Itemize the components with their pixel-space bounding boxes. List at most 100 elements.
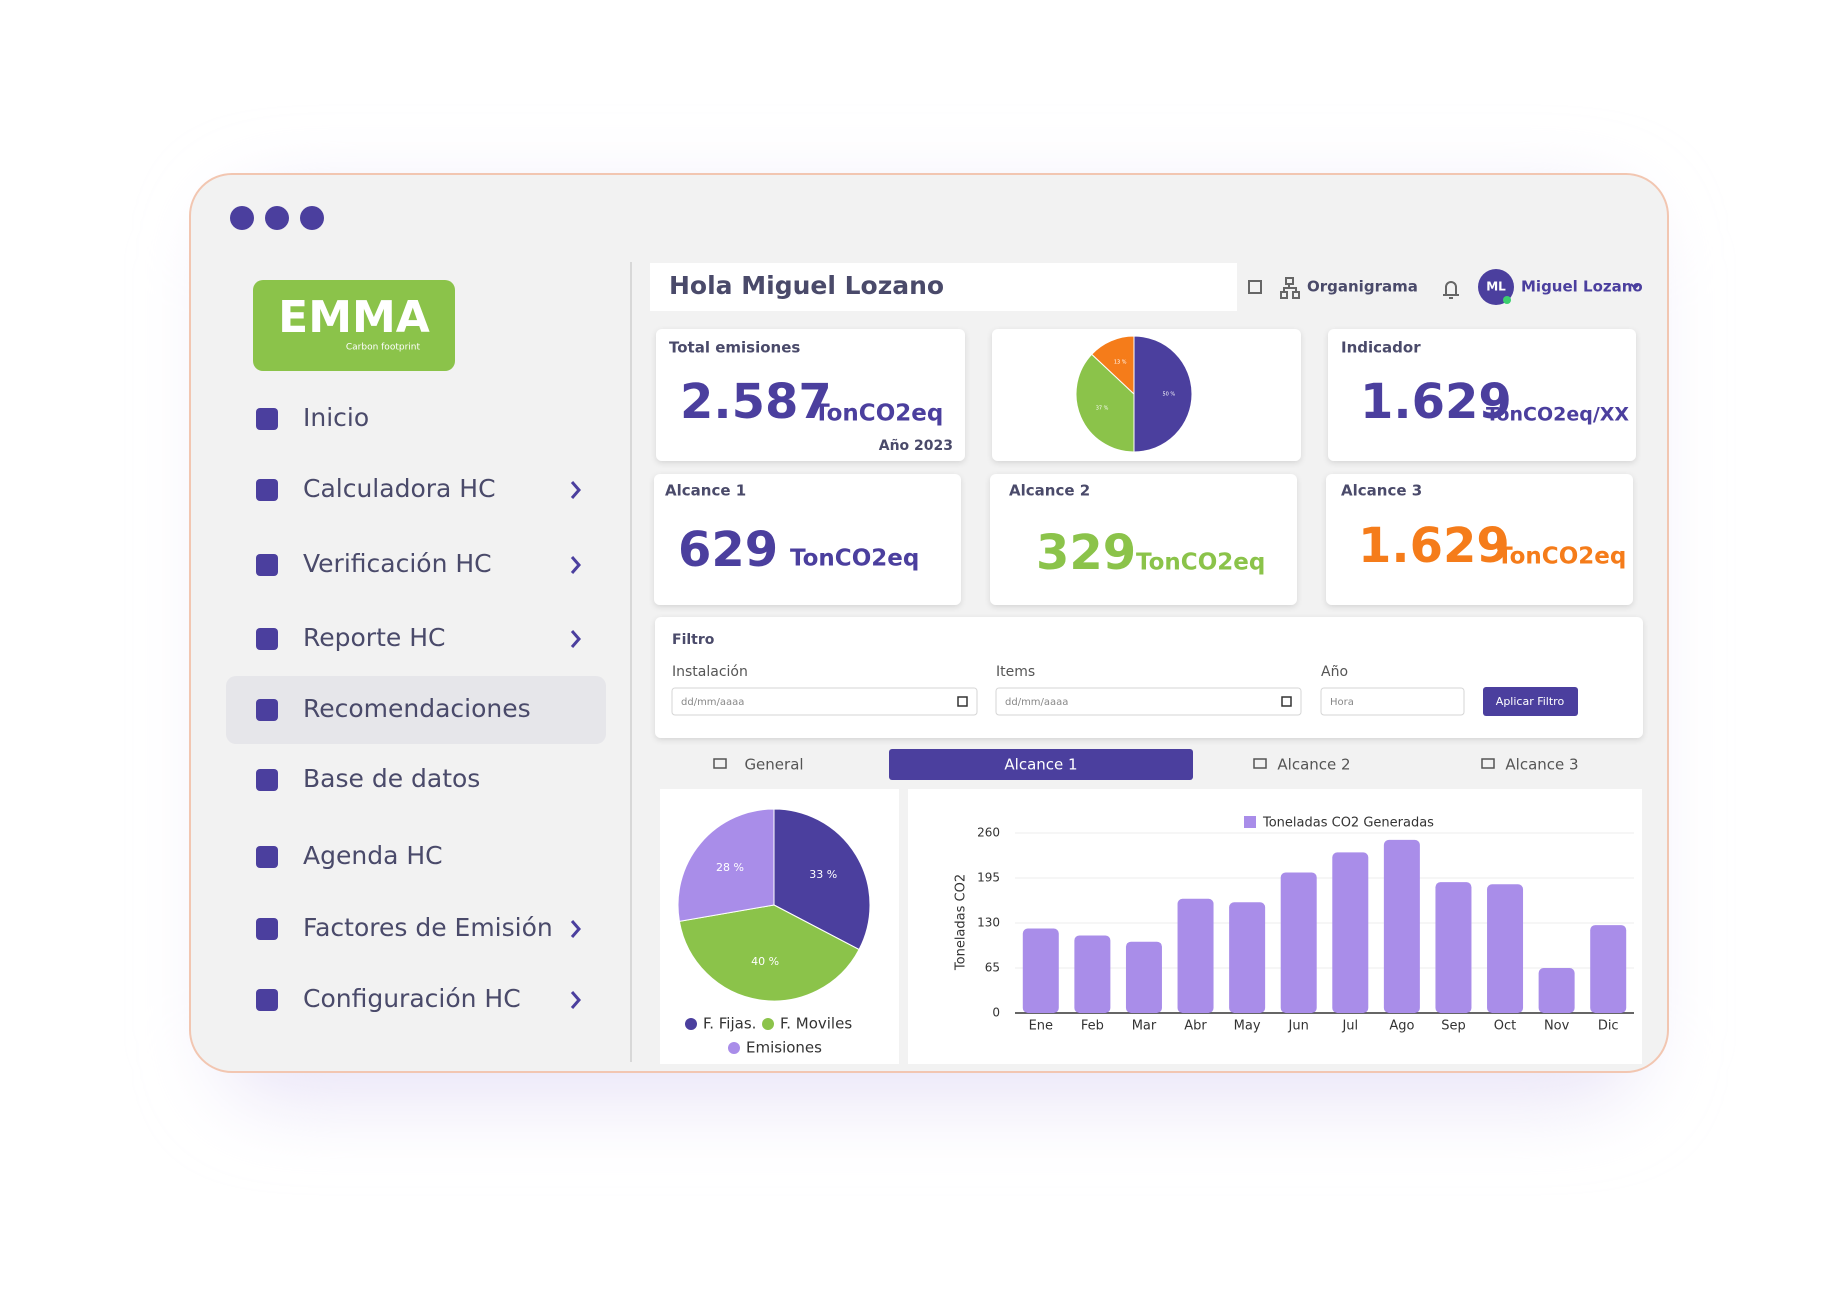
legend-swatch xyxy=(728,1042,740,1054)
calendar-icon[interactable] xyxy=(957,696,968,707)
bar xyxy=(1487,884,1524,1013)
menu-item[interactable]: Calculadora HC xyxy=(303,474,496,503)
x-tick-label: Dic xyxy=(1598,1019,1619,1034)
pie-label: 33 % xyxy=(809,868,837,881)
bar xyxy=(1383,839,1420,1013)
field-label: Año xyxy=(1321,664,1348,680)
menu-item[interactable]: Verificación HC xyxy=(303,549,492,578)
menu-chevron[interactable] xyxy=(570,630,581,648)
x-tick-label: Jun xyxy=(1288,1019,1309,1034)
menu-icon[interactable] xyxy=(256,479,278,501)
menu-icon[interactable] xyxy=(256,408,278,430)
tab-label[interactable]: Alcance 1 xyxy=(1004,756,1077,774)
tab-label[interactable]: General xyxy=(744,756,803,774)
calendar-icon[interactable] xyxy=(1281,696,1292,707)
logo-title: EMMA xyxy=(278,292,430,343)
menu-chevron[interactable] xyxy=(570,991,581,1009)
tab-label[interactable]: Alcance 3 xyxy=(1505,756,1578,774)
menu-active-bg xyxy=(226,676,606,744)
field-input[interactable] xyxy=(671,687,978,716)
card-value: 2.587 xyxy=(680,374,832,430)
card xyxy=(990,474,1297,605)
org-icon xyxy=(1280,277,1300,299)
card-unit: TonCO2eq xyxy=(1136,550,1265,576)
card-title: Alcance 1 xyxy=(665,482,746,500)
filter-button[interactable] xyxy=(1483,687,1578,716)
bar xyxy=(1125,941,1162,1013)
menu-chevron[interactable] xyxy=(570,920,581,938)
bar xyxy=(1022,928,1059,1013)
card xyxy=(656,329,965,461)
pie-slice xyxy=(1091,335,1135,396)
menu-chevron[interactable] xyxy=(570,481,581,499)
bar xyxy=(1590,925,1627,1013)
menu-icon[interactable] xyxy=(256,628,278,650)
menu-icon[interactable] xyxy=(256,846,278,868)
bell-icon[interactable] xyxy=(1443,281,1459,299)
menu-icon[interactable] xyxy=(256,699,278,721)
pie-label: 37 % xyxy=(1096,405,1109,411)
menu-chevron[interactable] xyxy=(570,556,581,574)
menu-item[interactable]: Base de datos xyxy=(303,764,480,793)
menu-item[interactable]: Inicio xyxy=(303,403,369,432)
field-input[interactable] xyxy=(1320,687,1465,716)
pie-label: 28 % xyxy=(716,861,744,874)
status-dot xyxy=(1503,296,1511,304)
bar xyxy=(1538,968,1575,1013)
card-title: Total emisiones xyxy=(669,339,800,357)
menu-item[interactable]: Recomendaciones xyxy=(303,694,531,723)
card-title: Alcance 2 xyxy=(1009,482,1090,500)
field-label: Instalación xyxy=(672,664,748,680)
y-tick-label: 0 xyxy=(992,1006,1000,1020)
window-dot xyxy=(265,206,289,230)
menu-item[interactable]: Factores de Emisión xyxy=(303,913,553,942)
card-unit: TonCO2eq xyxy=(790,546,919,572)
greeting: Hola Miguel Lozano xyxy=(669,271,944,300)
menu-icon[interactable] xyxy=(256,769,278,791)
user-chevron[interactable] xyxy=(1630,283,1640,290)
pie-label: 40 % xyxy=(751,955,779,968)
field-placeholder: Hora xyxy=(1330,697,1354,708)
legend-label: F. Fijas. xyxy=(703,1015,756,1033)
x-tick-label: Oct xyxy=(1494,1019,1516,1034)
card-value: 1.629 xyxy=(1358,518,1510,574)
menu-item[interactable]: Configuración HC xyxy=(303,984,521,1013)
menu-item[interactable]: Reporte HC xyxy=(303,623,445,652)
x-tick-label: May xyxy=(1234,1019,1261,1034)
avatar[interactable] xyxy=(1478,269,1514,305)
bar xyxy=(1435,882,1472,1013)
pie-label: 13 % xyxy=(1114,360,1127,366)
tab-icon[interactable] xyxy=(1253,758,1267,769)
tab-icon[interactable] xyxy=(713,758,727,769)
x-tick-label: Feb xyxy=(1081,1019,1104,1034)
filter-title: Filtro xyxy=(672,632,715,648)
field-input[interactable] xyxy=(995,687,1302,716)
card xyxy=(654,474,961,605)
tab-icon[interactable] xyxy=(1481,758,1495,769)
card-unit: TonCO2eq xyxy=(1497,544,1626,570)
bar xyxy=(1280,872,1317,1013)
x-tick-label: Abr xyxy=(1184,1019,1207,1034)
avatar-initials: ML xyxy=(1486,280,1506,294)
org-link[interactable]: Organigrama xyxy=(1307,278,1418,296)
user-name[interactable]: Miguel Lozano xyxy=(1521,278,1643,296)
x-tick-label: Nov xyxy=(1544,1019,1570,1034)
legend-swatch xyxy=(685,1018,697,1030)
x-tick-label: Ago xyxy=(1389,1019,1414,1034)
pie-slice xyxy=(773,808,871,951)
bar xyxy=(1332,852,1369,1013)
x-tick-label: Ene xyxy=(1029,1019,1053,1034)
card-unit: TonCO2eq/XX xyxy=(1486,404,1629,426)
menu-item[interactable]: Agenda HC xyxy=(303,841,443,870)
card-note: Año 2023 xyxy=(879,438,953,454)
menu-icon[interactable] xyxy=(256,554,278,576)
legend-swatch xyxy=(1244,816,1256,828)
pie-slice xyxy=(678,904,860,1002)
tab-label[interactable]: Alcance 2 xyxy=(1277,756,1350,774)
card xyxy=(1328,329,1636,461)
tab-active[interactable] xyxy=(889,749,1193,780)
menu-icon[interactable] xyxy=(256,989,278,1011)
menu-icon[interactable] xyxy=(256,918,278,940)
